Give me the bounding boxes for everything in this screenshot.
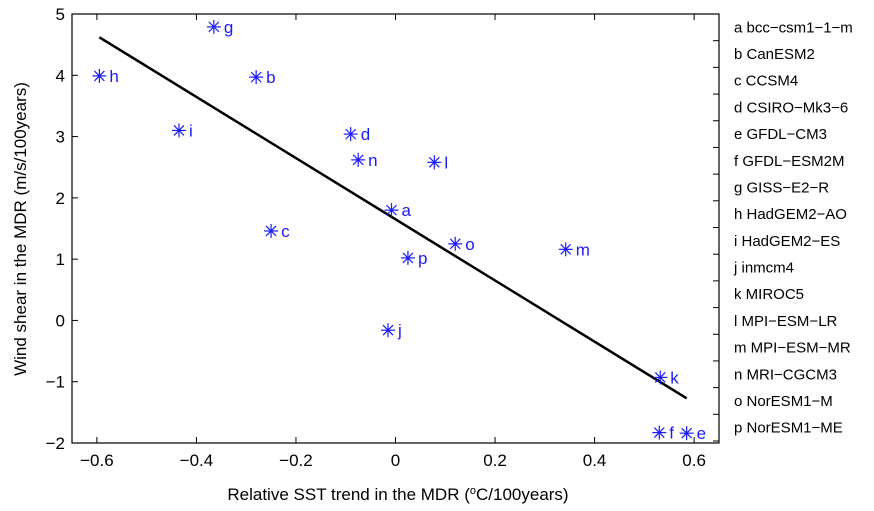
- x-tick-label: 0.4: [583, 451, 607, 470]
- point-marker: [264, 223, 279, 238]
- point-label: k: [670, 368, 679, 387]
- legend-entry: k MIROC5: [734, 286, 804, 303]
- legend-entry: g GISS−E2−R: [734, 179, 829, 196]
- point-marker: [558, 242, 573, 257]
- legend-entry: c CCSM4: [734, 73, 798, 90]
- regression-line-group: [98, 36, 688, 400]
- legend-entry: a bcc−csm1−1−m: [734, 19, 853, 36]
- point-label: o: [465, 235, 474, 254]
- y-tick-label: 3: [56, 128, 65, 147]
- x-tick-label: 0: [391, 451, 400, 470]
- legend-entry: p NorESM1−ME: [734, 420, 843, 437]
- x-tick-label: −0.6: [80, 451, 114, 470]
- y-tick-label: 0: [56, 311, 65, 330]
- point-label: d: [361, 125, 370, 144]
- y-tick-label: 2: [56, 189, 65, 208]
- x-axis-title: Relative SST trend in the MDR (oC/100yea…: [227, 485, 568, 504]
- plot-frame: [71, 13, 720, 444]
- x-tick-label: 0.2: [483, 451, 507, 470]
- y-tick-label: 5: [56, 5, 65, 24]
- legend-entry: e GFDL−CM3: [734, 126, 827, 143]
- point-marker: [249, 70, 264, 85]
- legend-entry: f GFDL−ESM2M: [734, 153, 844, 170]
- y-tick-label: −2: [46, 434, 65, 453]
- point-marker: [448, 236, 463, 251]
- y-axis-title: Wind shear in the MDR (m/s/100years): [11, 82, 30, 376]
- y-tick-label: 4: [56, 66, 65, 85]
- point-marker: [381, 323, 396, 338]
- point-label: m: [576, 240, 590, 259]
- point-label: e: [697, 424, 706, 443]
- legend-entry: b CanESM2: [734, 46, 815, 63]
- point-marker: [384, 203, 399, 218]
- point-label: g: [224, 18, 233, 37]
- point-marker: [653, 370, 668, 385]
- legend-entry: d CSIRO−Mk3−6: [734, 99, 848, 116]
- point-label: a: [402, 201, 412, 220]
- point-marker: [400, 250, 415, 265]
- data-points: a b c d e f g h i j k l m n o p: [92, 18, 706, 443]
- x-tick-label: −0.4: [180, 451, 214, 470]
- legend-entry: o NorESM1−M: [734, 393, 833, 410]
- x-tick-label: 0.6: [682, 451, 706, 470]
- point-marker: [652, 425, 667, 440]
- point-label: f: [669, 424, 674, 443]
- point-marker: [343, 127, 358, 142]
- point-label: l: [444, 153, 448, 172]
- legend-entry: n MRI−CGCM3: [734, 366, 837, 383]
- legend-entry: j inmcm4: [733, 260, 794, 277]
- x-tick-label: −0.2: [279, 451, 313, 470]
- regression-line: [98, 36, 688, 400]
- point-label: b: [266, 68, 275, 87]
- legend-entry: i HadGEM2−ES: [734, 233, 840, 250]
- y-tick-label: −1: [46, 373, 65, 392]
- model-legend: a bcc−csm1−1−m b CanESM2 c CCSM4 d CSIRO−Mk…: [733, 19, 853, 436]
- point-marker: [427, 155, 442, 170]
- point-marker: [206, 19, 221, 34]
- x-axis-ticks: −0.6 −0.4 −0.2 0 0.2 0.4 0.6: [80, 14, 706, 470]
- x-axis-title-superscript: o: [470, 485, 476, 497]
- legend-entry: h HadGEM2−AO: [734, 206, 847, 223]
- point-marker: [679, 426, 694, 441]
- point-label: p: [418, 249, 427, 268]
- point-marker: [92, 68, 107, 83]
- legend-entry: l MPI−ESM−LR: [734, 313, 838, 330]
- legend-entry: m MPI−ESM−MR: [734, 340, 851, 357]
- point-label: c: [281, 222, 290, 241]
- point-label: j: [397, 321, 402, 340]
- y-tick-label: 1: [56, 250, 65, 269]
- point-marker: [351, 152, 366, 167]
- point-marker: [172, 123, 187, 138]
- point-label: n: [368, 151, 377, 170]
- point-label: h: [109, 67, 118, 86]
- legend-tick-marks: [713, 13, 719, 442]
- point-label: i: [189, 121, 193, 140]
- y-axis-ticks: −2 −1 0 1 2 3 4 5: [46, 5, 78, 453]
